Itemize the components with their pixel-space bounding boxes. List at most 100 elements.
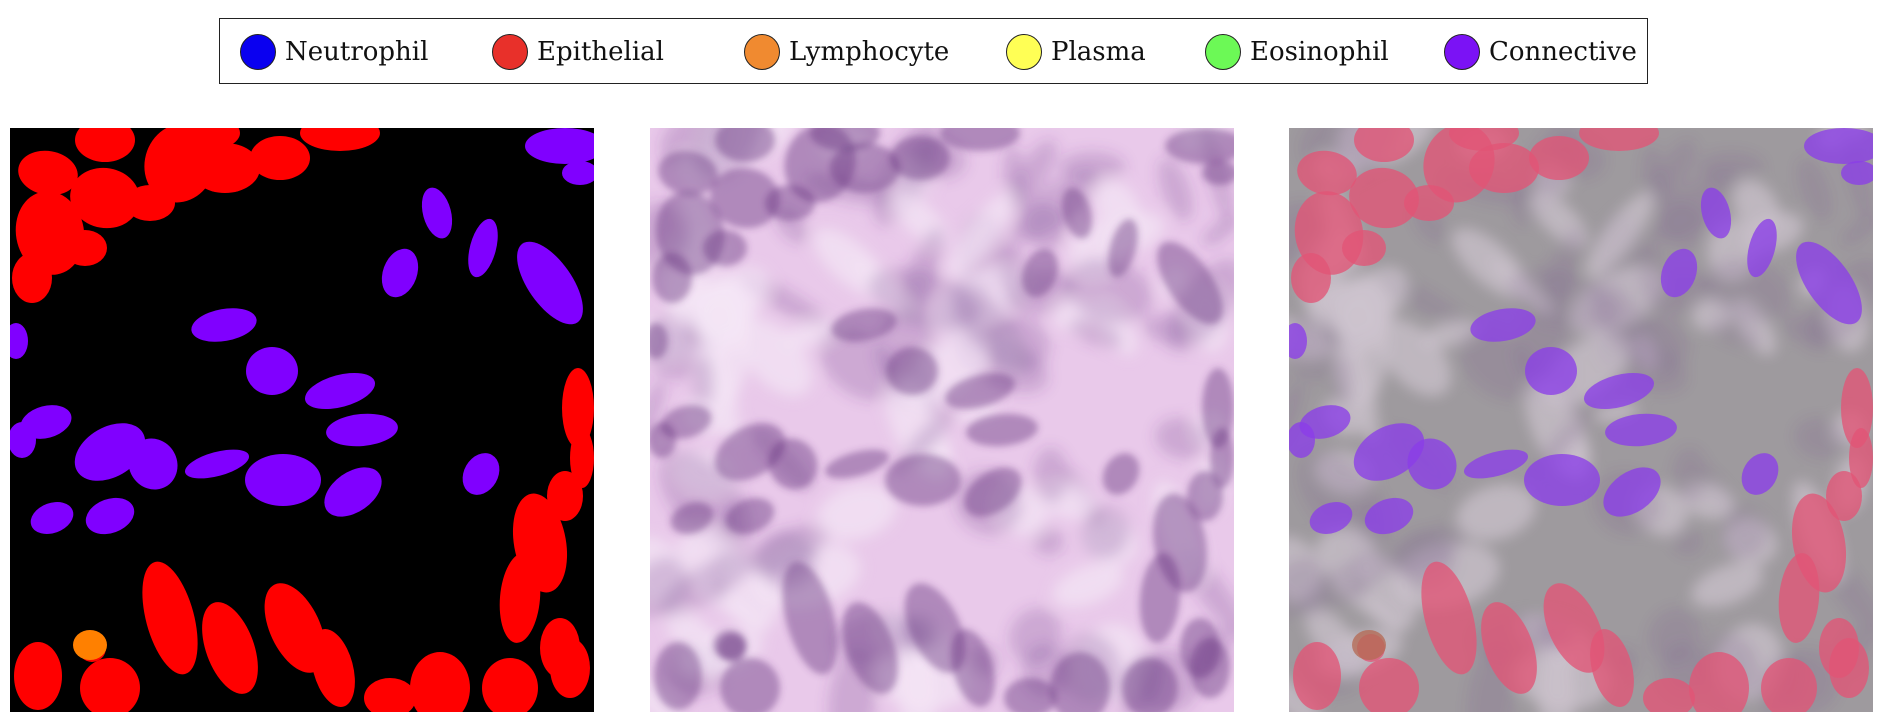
stroma-light-patch xyxy=(946,191,1015,279)
connective-swatch-icon xyxy=(1444,34,1480,70)
stroma-dark-patch xyxy=(1155,417,1208,459)
epithelial-nucleus xyxy=(570,428,594,488)
epithelial-nucleus-stain xyxy=(1122,658,1178,712)
epithelial-nucleus xyxy=(311,629,355,707)
stroma-light-patch xyxy=(650,668,685,712)
epithelial-nucleus-stain xyxy=(710,167,780,229)
epithelial-nucleus xyxy=(482,658,538,712)
stroma-dark-patch xyxy=(868,267,981,330)
epithelial-nucleus xyxy=(142,561,198,675)
epithelial-nucleus-stain xyxy=(720,658,780,712)
connective-nucleus xyxy=(30,502,74,534)
epithelial-nucleus-overlay xyxy=(1297,150,1357,196)
epithelial-nucleus-stain xyxy=(904,583,966,673)
epithelial-nucleus-stain xyxy=(1202,368,1234,448)
stroma-dark-patch xyxy=(1507,267,1620,330)
connective-nucleus-stain xyxy=(1061,187,1093,239)
connective-nucleus-overlay xyxy=(1747,218,1777,278)
connective-nucleus xyxy=(517,241,583,325)
connective-nucleus-overlay xyxy=(1289,323,1307,359)
epithelial-nucleus-overlay xyxy=(1689,652,1749,712)
legend-item-connective: Connective xyxy=(1444,19,1637,85)
connective-nucleus xyxy=(421,187,453,239)
epithelial-nucleus xyxy=(410,652,470,712)
legend-item-plasma: Plasma xyxy=(1006,19,1146,85)
stroma-dark-patch xyxy=(1158,157,1193,221)
epithelial-nucleus-stain xyxy=(890,136,950,180)
connective-nucleus-stain xyxy=(725,497,775,535)
epithelial-nucleus xyxy=(547,471,583,521)
stroma-dark-patch xyxy=(1069,318,1123,348)
connective-nucleus-stain xyxy=(824,449,890,479)
stroma-dark-patch xyxy=(1008,170,1099,242)
connective-nucleus-overlay xyxy=(1309,502,1353,534)
connective-nucleus-overlay xyxy=(1660,248,1698,298)
epithelial-nucleus-overlay xyxy=(1643,678,1695,712)
overlay-nuclei-layer xyxy=(1289,128,1873,712)
connective-nucleus-overlay xyxy=(1353,423,1425,481)
connective-nucleus-overlay xyxy=(1741,453,1779,495)
connective-nucleus-stain xyxy=(964,467,1022,517)
epithelial-nucleus-overlay xyxy=(1449,128,1519,151)
epithelial-nucleus xyxy=(70,167,140,229)
epithelial-nucleus xyxy=(250,136,310,180)
connective-nucleus xyxy=(525,128,594,164)
stroma-light-patch xyxy=(1289,668,1324,712)
stroma-dark-patch xyxy=(1704,258,1792,324)
connective-nucleus-stain xyxy=(650,422,676,458)
connective-nucleus-stain xyxy=(944,372,1016,410)
epithelial-nucleus-overlay xyxy=(1293,642,1341,710)
connective-nucleus xyxy=(326,413,398,447)
stroma-dark-patch xyxy=(1034,447,1068,504)
epithelial-nucleus-stain xyxy=(1187,471,1223,521)
epithelial-nucleus-overlay xyxy=(1349,167,1419,229)
stroma-light-patch xyxy=(1585,191,1654,279)
tissue-image xyxy=(650,128,1234,712)
connective-nucleus-stain xyxy=(1102,453,1140,495)
stroma-dark-patch xyxy=(1647,170,1738,242)
epithelial-nucleus-overlay xyxy=(1342,230,1386,266)
epithelial-nucleus-stain xyxy=(940,128,1020,151)
legend-item-eosinophil: Eosinophil xyxy=(1205,19,1389,85)
mask-panel xyxy=(10,128,594,712)
epithelial-nucleus-stain xyxy=(652,253,692,303)
stroma-dark-patch xyxy=(1289,379,1305,446)
epithelial-nucleus-overlay xyxy=(1481,602,1537,694)
stroma-dark-patch xyxy=(1794,417,1847,459)
epithelial-nucleus-overlay xyxy=(1778,553,1820,643)
epithelial-nucleus xyxy=(170,128,240,151)
connective-nucleus xyxy=(191,308,257,342)
connective-nucleus-overlay xyxy=(1804,128,1873,164)
stroma-dark-patch xyxy=(1457,327,1537,401)
epithelial-nucleus-overlay xyxy=(1529,136,1589,180)
connective-nucleus xyxy=(128,438,178,490)
epithelial-nucleus-stain xyxy=(1004,678,1056,712)
connective-nucleus-stain xyxy=(714,423,786,481)
connective-nucleus-stain xyxy=(670,502,714,534)
epithelial-nucleus-overlay xyxy=(1841,368,1873,448)
nuclei-mask-layer xyxy=(10,128,594,712)
legend-item-neutrophil: Neutrophil xyxy=(240,19,428,85)
connective-nucleus xyxy=(245,454,321,506)
epithelial-nucleus-overlay xyxy=(1826,471,1862,521)
connective-nucleus xyxy=(468,218,498,278)
epithelial-nucleus xyxy=(364,678,416,712)
epithelial-nucleus-stain xyxy=(810,128,880,151)
epithelial-nucleus-overlay xyxy=(1579,128,1659,151)
stroma-dark-patch xyxy=(1708,318,1762,348)
connective-nucleus xyxy=(85,497,135,535)
stroma-light-patch xyxy=(1456,484,1537,541)
stroma-light-patch xyxy=(885,378,952,481)
epithelial-nucleus-stain xyxy=(715,128,775,162)
stroma-dark-patch xyxy=(1841,217,1873,246)
connective-nucleus xyxy=(381,248,419,298)
neutrophil-swatch-icon xyxy=(240,34,276,70)
connective-nucleus xyxy=(184,449,250,479)
legend-label-lymphocyte: Lymphocyte xyxy=(789,37,950,67)
connective-nucleus-stain xyxy=(1202,161,1234,185)
stroma-dark-patch xyxy=(1001,241,1026,312)
epithelial-nucleus-stain xyxy=(703,230,747,266)
epithelial-nucleus-stain xyxy=(1139,553,1181,643)
connective-nucleus-overlay xyxy=(1525,347,1577,395)
connective-nucleus-overlay xyxy=(1841,161,1873,185)
